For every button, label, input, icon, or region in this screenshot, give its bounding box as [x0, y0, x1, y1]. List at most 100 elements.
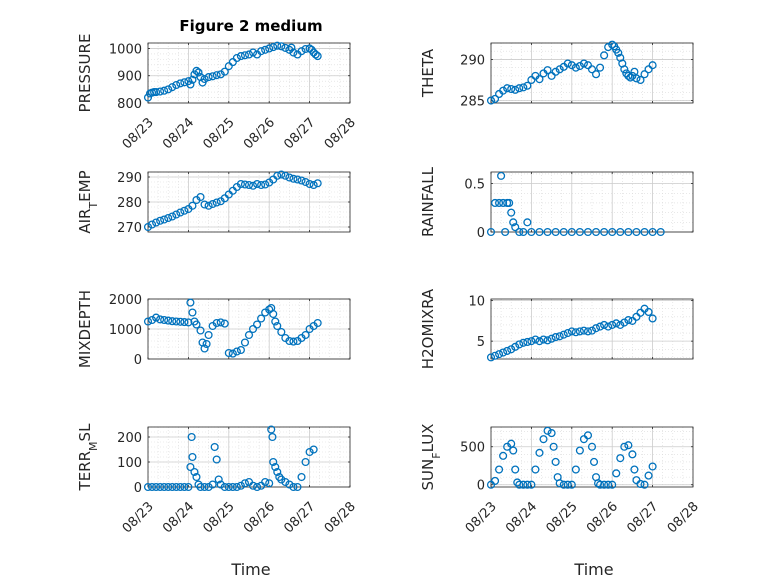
data-point [156, 216, 165, 225]
data-point [648, 462, 657, 471]
x-tick-label: 08/28 [665, 499, 702, 536]
data-point [499, 198, 508, 208]
data-point [579, 59, 588, 68]
data-point [313, 52, 322, 61]
data-point [486, 227, 496, 237]
x-axis-label-right: Time [573, 560, 613, 579]
data-point [160, 482, 169, 492]
data-point [511, 223, 520, 232]
data-point [486, 353, 496, 362]
data-point [240, 180, 250, 189]
y-axis-label: THETA [419, 48, 437, 98]
data-point [156, 482, 165, 492]
data-point [267, 425, 276, 434]
data-point [214, 475, 223, 484]
minor-grid [148, 42, 350, 104]
data-point [261, 180, 270, 189]
axes-box [147, 426, 351, 488]
data-point [575, 327, 584, 336]
data-point [523, 480, 532, 489]
minor-grid [491, 427, 693, 487]
data-point [596, 480, 605, 489]
data-point [228, 186, 237, 195]
data-point [616, 320, 625, 329]
data-point [644, 307, 653, 317]
data-point [180, 206, 189, 215]
data-point [301, 177, 310, 187]
data-point [543, 227, 552, 237]
data-point [600, 480, 609, 489]
data-point [176, 208, 185, 217]
data-point [180, 482, 189, 492]
data-point [515, 340, 524, 349]
data-point [551, 457, 560, 466]
data-point [551, 67, 560, 76]
data-point [531, 335, 540, 344]
data-point [636, 479, 645, 489]
axes-8: 0 500 08/23 08/24 08/25 08/26 08/27 08/28 SUNFLU… [419, 424, 702, 537]
data-point [210, 442, 219, 452]
data-point [628, 316, 637, 325]
data-point [248, 181, 258, 190]
figure-title: Figure 2 medium [179, 17, 322, 35]
x-tick-label: 08/25 [544, 499, 581, 536]
data-point [305, 44, 314, 53]
data-point [575, 227, 584, 237]
y-tick-label: 280 [117, 196, 142, 211]
data-point [240, 338, 250, 347]
data-point [232, 53, 241, 63]
data-point [311, 50, 320, 59]
data-point [220, 67, 229, 76]
x-tick-label: 08/27 [281, 499, 318, 536]
data-point [289, 48, 298, 57]
axes-box [490, 298, 694, 360]
y-tick-label: 900 [117, 70, 142, 85]
data-point [269, 43, 278, 52]
data-point [644, 471, 653, 480]
data-point [285, 336, 294, 346]
axes-3: 270 280 290 AIRTEMP [76, 170, 351, 236]
y-axis-label: MIXDEPTH [76, 290, 94, 368]
data-point [228, 349, 237, 358]
data-point [555, 479, 564, 488]
data-point [632, 227, 641, 237]
y-tick-label: 290 [460, 53, 485, 68]
data-point [616, 227, 625, 237]
data-point [277, 475, 286, 484]
data-point [630, 67, 639, 76]
data-point [277, 42, 286, 51]
data-point [571, 328, 580, 337]
axes-box [490, 42, 694, 104]
data-point [495, 350, 504, 359]
data-point [268, 432, 277, 442]
data-point [261, 477, 270, 487]
data-point [612, 319, 621, 328]
data-point [232, 347, 241, 356]
data-point [172, 80, 181, 90]
data-point [188, 201, 197, 210]
y-tick-label: 10 [468, 295, 485, 310]
data-point [220, 482, 229, 492]
data-point [624, 316, 633, 325]
data-point [636, 308, 645, 317]
data-point [608, 40, 617, 49]
data-point [501, 227, 510, 237]
data-point [527, 337, 536, 346]
data-point [244, 330, 254, 340]
data-point [579, 326, 588, 335]
data-point [648, 61, 657, 70]
x-tick-label: 08/26 [241, 499, 278, 536]
data-point [192, 320, 201, 329]
data-point [567, 61, 576, 70]
axes-2: 285 290 THETA [419, 40, 694, 110]
data-point [583, 227, 593, 237]
data-point [535, 75, 544, 84]
data-point [196, 326, 205, 335]
data-point [164, 482, 173, 492]
data-point [596, 322, 605, 331]
x-tick-label: 08/27 [624, 499, 661, 536]
data-point [620, 65, 629, 74]
data-point [527, 480, 536, 489]
data-point [212, 198, 221, 207]
data-point [535, 227, 544, 237]
